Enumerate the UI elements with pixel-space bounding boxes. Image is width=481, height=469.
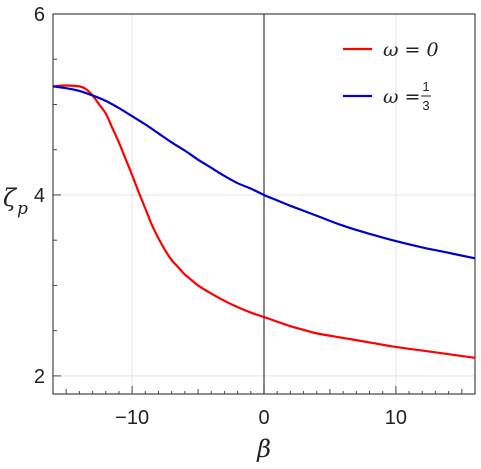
axis-ticks [52,13,476,394]
y-tick-label-1: 4 [34,185,45,207]
series-line-1 [52,85,476,260]
x-tick-label-2: 10 [385,407,407,429]
x-tick-label-0: −10 [115,407,149,429]
legend: ω = 0 ω = 1 3 [343,39,439,113]
x-axis-label: β [256,435,271,463]
legend-frac-numerator: 1 [422,79,429,94]
x-tick-label-1: 0 [258,407,269,429]
y-tick-label-0: 2 [34,366,45,388]
y-axis-label: ζ p [3,184,28,219]
series-layer [52,84,476,359]
legend-frac-denominator: 3 [422,98,429,113]
y-axis-label-main: ζ [3,184,18,212]
series-line-0 [52,84,476,359]
y-tick-label-2: 6 [34,4,45,26]
tick-labels: −10 0 10 2 4 6 [34,4,407,429]
y-axis-label-sub: p [17,199,28,219]
legend-label-omega-0: ω = 0 [383,39,439,61]
legend-label-omega-third-prefix: ω = [383,86,420,108]
